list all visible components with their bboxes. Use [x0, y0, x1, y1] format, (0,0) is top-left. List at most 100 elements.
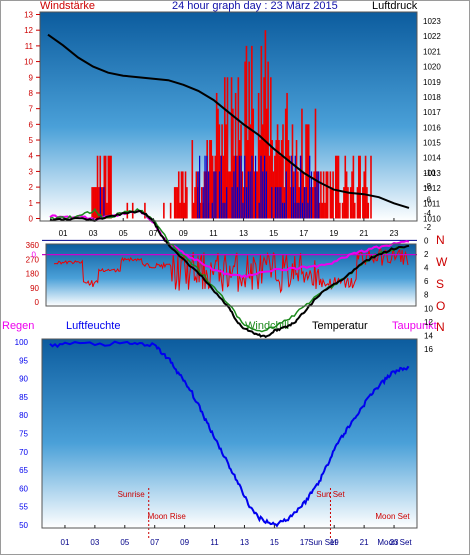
pressure-tick-label: 1021 — [423, 47, 441, 56]
wind-speed-bar — [353, 202, 356, 219]
direction-tick-label: 0 — [35, 298, 40, 307]
dewpoint-legend: Taupunkt — [392, 320, 437, 332]
wind-gust-bar — [271, 187, 273, 219]
wind-speed-bar — [272, 171, 275, 219]
wind-speed-bar — [257, 92, 260, 219]
wind-speed-bar — [200, 187, 203, 219]
wind-gust-bar — [292, 187, 295, 219]
x-tick-label: 19 — [330, 538, 339, 547]
pressure-tick-label: 1016 — [423, 123, 441, 132]
wind-speed-bar — [359, 155, 361, 219]
wind-gust-bar — [301, 202, 304, 219]
wind-tick-label: 13 — [24, 11, 33, 20]
direction-tick-label: 180 — [26, 270, 40, 279]
pressure-tick-label: 1013 — [423, 169, 441, 178]
wind-tick-label: 6 — [29, 120, 34, 129]
moonset-axis-label: Moon Set — [377, 538, 412, 547]
pressure-tick-label: 1014 — [423, 154, 441, 163]
wind-speed-bar — [284, 108, 287, 219]
wind-speed-bar — [332, 171, 334, 219]
wind-tick-label: 5 — [29, 136, 34, 145]
compass-direction-label: N — [436, 320, 445, 334]
wind-speed-bar — [291, 124, 294, 219]
rain-legend: Regen — [2, 320, 35, 332]
x-tick-label: 03 — [90, 538, 99, 547]
wind-speed-bar — [175, 187, 177, 219]
humidity-tick-label: 100 — [15, 338, 29, 347]
wind-speed-bar — [343, 187, 345, 219]
pressure-tick-label: 1018 — [423, 93, 441, 102]
pressure-tick-label: 1015 — [423, 139, 441, 148]
wind-gust-bar — [291, 155, 293, 219]
wind-gust-bar — [314, 187, 316, 219]
wind-speed-bar — [95, 187, 97, 219]
wind-speed-bar — [307, 124, 310, 219]
wind-gust-bar — [233, 171, 235, 219]
wind-speed-bar — [96, 155, 99, 219]
sunset-label: Sun Set — [316, 490, 345, 499]
x-tick-label: 21 — [359, 229, 368, 238]
wind-speed-bar — [352, 155, 355, 219]
wind-speed-bar — [324, 202, 326, 219]
wind-gust-bar — [262, 171, 264, 219]
humidity-tick-label: 95 — [19, 356, 28, 365]
wind-speed-bar — [106, 202, 108, 219]
x-tick-label: 11 — [209, 229, 218, 238]
wind-speed-bar — [169, 202, 172, 219]
wind-speed-bar — [108, 155, 111, 219]
temperature-tick-label: -8 — [424, 182, 432, 191]
wind-gust-bar — [316, 171, 318, 219]
wind-speed-bar — [183, 202, 185, 219]
wind-speed-bar — [184, 171, 187, 219]
wind-speed-bar — [100, 187, 103, 219]
direction-tick-label: 270 — [26, 255, 40, 264]
humidity-tick-label: 85 — [19, 393, 28, 402]
wind-speed-bar — [237, 77, 240, 219]
wind-speed-bar — [180, 171, 183, 219]
temperature-tick-label: 8 — [424, 291, 429, 300]
wind-speed-bar — [288, 155, 291, 219]
wind-speed-bar — [344, 155, 347, 219]
wind-tick-label: 0 — [29, 215, 34, 224]
wind-gust-bar — [240, 155, 242, 219]
wind-speed-bar — [195, 171, 198, 219]
temperature-tick-label: -4 — [424, 209, 432, 218]
wind-speed-bar — [276, 124, 279, 219]
pressure-tick-label: 1023 — [423, 17, 441, 26]
wind-gust-bar — [285, 171, 287, 219]
wind-speed-bar — [245, 45, 248, 219]
temperature-tick-label: -10 — [424, 169, 436, 178]
wind-gust-bar — [303, 187, 305, 219]
wind-gust-bar — [309, 155, 311, 219]
pressure-tick-label: 1017 — [423, 108, 441, 117]
wind-speed-bar — [313, 171, 315, 219]
wind-gust-bar — [300, 155, 302, 219]
wind-speed-bar — [102, 187, 104, 219]
humidity-tick-label: 55 — [19, 503, 28, 512]
rain-zero-label: 0 — [32, 251, 37, 260]
wind-speed-bar — [339, 202, 341, 219]
wind-gust-bar — [220, 155, 222, 219]
wind-speed-bar — [364, 155, 367, 219]
wind-speed-bar — [131, 202, 134, 219]
x-tick-label: 17 — [300, 538, 309, 547]
wind-gust-bar — [258, 202, 260, 219]
x-tick-label: 23 — [390, 229, 399, 238]
temperature-tick-label: -2 — [424, 223, 432, 232]
sunrise-label: Sunrise — [118, 490, 146, 499]
wind-gust-bar — [99, 187, 101, 219]
wind-gust-bar — [202, 187, 204, 219]
x-tick-label: 21 — [360, 538, 369, 547]
humidity-legend: Luftfeuchte — [66, 320, 121, 332]
wind-gust-bar — [242, 202, 244, 219]
sunset-axis-label: Sun Set — [308, 538, 337, 547]
wind-gust-bar — [276, 187, 278, 219]
temperature-legend: Temperatur — [312, 320, 368, 332]
wind-speed-bar — [244, 61, 246, 219]
wind-tick-label: 9 — [29, 73, 34, 82]
wind-speed-bar — [144, 202, 146, 219]
wind-speed-bar — [271, 140, 273, 219]
wind-speed-bar — [210, 140, 213, 219]
pressure-tick-label: 1020 — [423, 63, 441, 72]
humidity-tick-label: 80 — [19, 411, 28, 420]
